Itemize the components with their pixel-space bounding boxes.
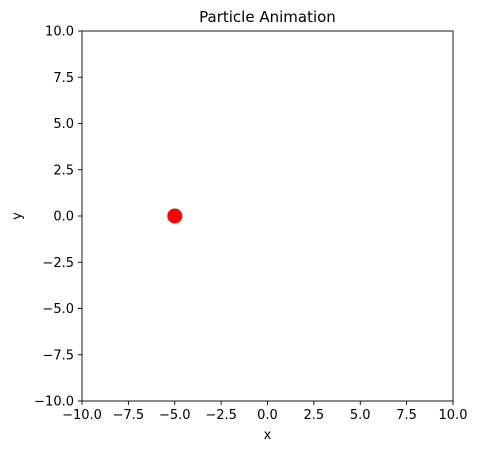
y-tick-label: 10.0: [45, 25, 74, 40]
chart-title: Particle Animation: [199, 8, 336, 26]
y-tick-label: 2.5: [53, 163, 74, 178]
x-axis-ticks: −10.0 −7.5 −5.0 −2.5 0.0 2.5 5.0 7.5 10.0: [62, 401, 467, 423]
x-tick-label: −5.0: [159, 408, 191, 423]
y-axis-ticks: 10.0 7.5 5.0 2.5 0.0 −2.5 −5.0 −7.5 −10.0: [34, 25, 82, 410]
y-tick-label: −2.5: [42, 256, 74, 271]
x-tick-label: 7.5: [396, 408, 417, 423]
plot-area: [82, 31, 453, 401]
y-tick-label: 7.5: [53, 71, 74, 86]
x-tick-label: −2.5: [205, 408, 237, 423]
y-tick-label: −5.0: [42, 302, 74, 317]
plot-frame: [81, 30, 454, 402]
y-tick-label: −10.0: [34, 395, 74, 410]
y-tick-label: 5.0: [53, 117, 74, 132]
x-axis-label: x: [264, 428, 272, 443]
x-tick-label: 0.0: [257, 408, 278, 423]
x-tick-label: 5.0: [350, 408, 371, 423]
y-axis-label: y: [10, 212, 25, 220]
x-tick-label: −10.0: [62, 408, 102, 423]
x-tick-label: −7.5: [113, 408, 145, 423]
x-tick-label: 2.5: [304, 408, 325, 423]
data-points: [167, 208, 183, 224]
y-tick-label: 0.0: [53, 210, 74, 225]
x-tick-label: 10.0: [439, 408, 468, 423]
particle-marker: [167, 208, 183, 224]
y-tick-label: −7.5: [42, 348, 74, 363]
